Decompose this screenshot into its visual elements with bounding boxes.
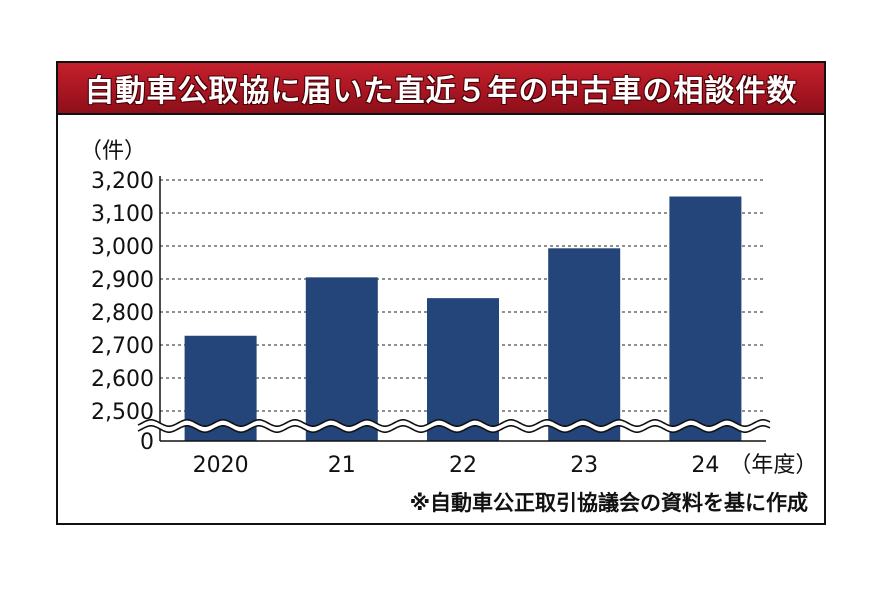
x-category-label: 2020 — [193, 453, 249, 478]
x-category-label: 21 — [328, 453, 356, 478]
y-tick-label: 3,100 — [91, 202, 154, 227]
axis-break-line — [137, 425, 771, 433]
y-axis-unit-label: （件） — [80, 139, 147, 164]
y-tick-label: 2,600 — [91, 367, 154, 392]
x-axis-unit-label: （年度） — [729, 453, 817, 478]
y-tick-label: 2,900 — [91, 268, 154, 293]
y-tick-label: 0 — [140, 430, 154, 455]
chart-plot: 0 2,500 2,600 2,700 2,800 2,900 3,000 3,100 3,20… — [91, 169, 817, 478]
x-category-label: 24 — [691, 453, 719, 478]
chart-title: 自動車公取協に届いた直近５年の中古車の相談件数 — [84, 74, 798, 109]
bar — [427, 298, 499, 441]
axis-break-line — [137, 419, 771, 427]
y-tick-label: 2,800 — [91, 301, 154, 326]
chart-frame: 自動車公取協に届いた直近５年の中古車の相談件数 0 2,500 2,600 2,700… — [56, 61, 826, 525]
y-tick-label: 3,000 — [91, 235, 154, 260]
x-category-label: 22 — [449, 453, 477, 478]
y-tick-label: 3,200 — [91, 169, 154, 194]
y-tick-label: 2,700 — [91, 334, 154, 359]
title-bar: 自動車公取協に届いた直近５年の中古車の相談件数 — [58, 63, 824, 115]
bar — [548, 248, 621, 441]
bar — [669, 196, 742, 441]
y-tick-label: 2,500 — [91, 400, 154, 425]
source-note: ※自動車公正取引協議会の資料を基に作成 — [409, 491, 808, 515]
bar — [305, 277, 378, 441]
x-category-label: 23 — [570, 453, 598, 478]
